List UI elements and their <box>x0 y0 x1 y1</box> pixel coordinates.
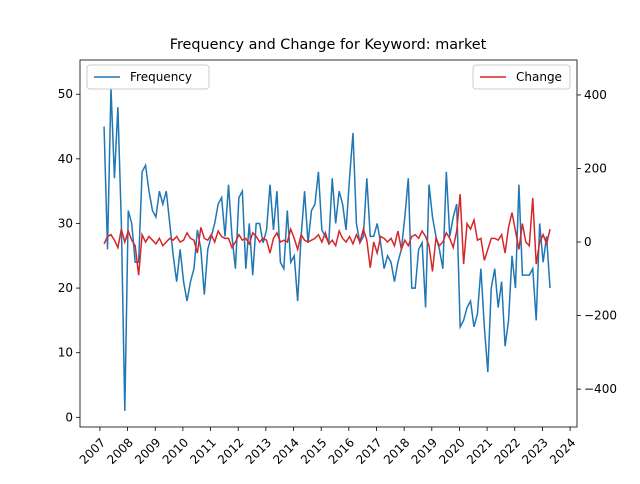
x-tick-label: 2023 <box>519 435 550 466</box>
legend-label: Frequency <box>130 70 192 84</box>
x-tick-label: 2009 <box>132 435 163 466</box>
y-tick-label: 30 <box>58 216 73 230</box>
x-tick-label: 2016 <box>326 435 357 466</box>
y-tick-label: 10 <box>58 346 73 360</box>
x-tick-label: 2007 <box>77 435 108 466</box>
x-tick-label: 2012 <box>215 435 246 466</box>
x-tick-label: 2017 <box>353 435 384 466</box>
legend-box <box>86 64 210 90</box>
legend-label: Change <box>516 70 562 84</box>
y-tick-label: 0 <box>65 410 73 424</box>
data-line <box>103 194 551 276</box>
x-tick-label: 2008 <box>104 435 135 466</box>
x-tick-label: 2014 <box>270 435 301 466</box>
x-tick-label: 2019 <box>409 435 440 466</box>
y2-tick-label: −200 <box>584 309 617 323</box>
x-tick-label: 2018 <box>381 435 412 466</box>
chart-title: Frequency and Change for Keyword: market <box>170 37 487 53</box>
x-tick-label: 2011 <box>187 435 218 466</box>
x-tick-label: 2015 <box>298 435 329 466</box>
y2-tick-label: 400 <box>584 88 607 102</box>
x-tick-label: 2020 <box>436 435 467 466</box>
y-tick-label: 20 <box>58 281 73 295</box>
legend-box <box>472 64 571 90</box>
x-tick-label: 2010 <box>160 435 191 466</box>
y2-tick-label: 0 <box>584 235 592 249</box>
y-tick-label: 50 <box>58 87 73 101</box>
y2-tick-label: 200 <box>584 161 607 175</box>
y2-tick-label: −400 <box>584 382 617 396</box>
x-tick-label: 2021 <box>464 435 495 466</box>
y-tick-label: 40 <box>58 152 73 166</box>
x-tick-label: 2013 <box>243 435 274 466</box>
plot-frame <box>79 59 578 428</box>
x-tick-label: 2024 <box>547 435 578 466</box>
x-tick-label: 2022 <box>492 435 523 466</box>
